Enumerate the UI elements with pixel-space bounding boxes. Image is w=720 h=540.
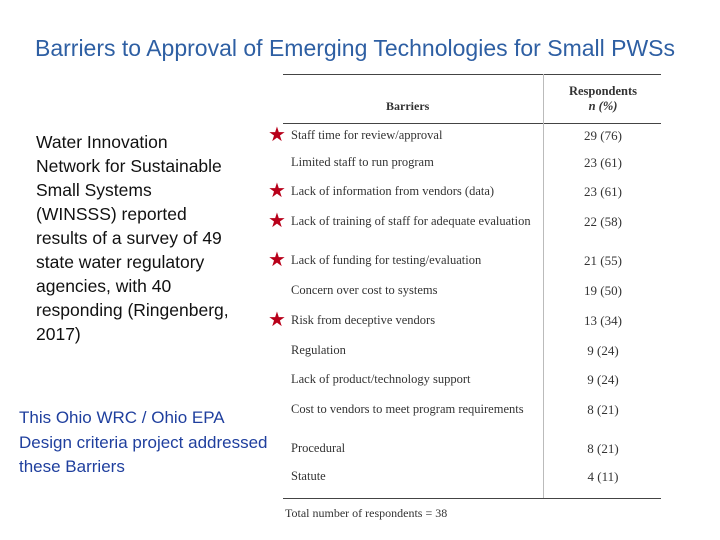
survey-description: Water Innovation Network for Sustainable… xyxy=(36,132,229,344)
table-header-rule xyxy=(283,123,661,124)
barrier-label: Lack of funding for testing/evaluation xyxy=(291,253,482,267)
respondents-value: 22 (58) xyxy=(584,214,622,229)
respondents-value: 13 (34) xyxy=(584,313,622,328)
column-header-respondents-unit: n (%) xyxy=(588,99,618,113)
respondents-value: 8 (21) xyxy=(587,402,619,417)
barrier-label: Cost to vendors to meet program requirem… xyxy=(291,402,524,416)
respondents-value: 23 (61) xyxy=(584,155,622,170)
table-bottom-rule xyxy=(283,498,661,499)
column-header-respondents-label: Respondents xyxy=(568,84,638,98)
star-icon: ★ xyxy=(268,208,286,232)
star-icon: ★ xyxy=(268,178,286,202)
respondents-value: 9 (24) xyxy=(587,343,619,358)
star-icon: ★ xyxy=(268,247,286,271)
star-icon: ★ xyxy=(268,122,286,146)
respondents-value: 19 (50) xyxy=(584,283,622,298)
barrier-label: Lack of information from vendors (data) xyxy=(291,184,495,198)
barrier-label: Statute xyxy=(291,469,326,483)
slide-title: Barriers to Approval of Emerging Technol… xyxy=(35,35,676,61)
project-callout: This Ohio WRC / Ohio EPA Design criteria… xyxy=(19,408,268,476)
barrier-label: Lack of training of staff for adequate e… xyxy=(291,214,531,228)
table-top-rule xyxy=(283,74,661,75)
respondents-value: 29 (76) xyxy=(584,128,622,143)
table-footnote: Total number of respondents = 38 xyxy=(285,506,448,520)
barrier-label: Procedural xyxy=(291,441,346,455)
barrier-label: Limited staff to run program xyxy=(291,155,434,169)
barriers-table: Barriers Respondents n (%) ★ Staff time f… xyxy=(268,74,661,524)
respondents-value: 9 (24) xyxy=(587,372,619,387)
barrier-label: Lack of product/technology support xyxy=(291,372,471,386)
table-column-divider xyxy=(543,74,544,498)
respondents-value: 21 (55) xyxy=(584,253,622,268)
column-header-respondents: Respondents n (%) xyxy=(545,84,661,114)
star-icon: ★ xyxy=(268,307,286,331)
barrier-label: Risk from deceptive vendors xyxy=(291,313,436,327)
barrier-label: Staff time for review/approval xyxy=(291,128,443,142)
barrier-label: Concern over cost to systems xyxy=(291,283,438,297)
respondents-value: 8 (21) xyxy=(587,441,619,456)
barrier-label: Regulation xyxy=(291,343,346,357)
column-header-barriers: Barriers xyxy=(386,99,430,113)
respondents-value: 23 (61) xyxy=(584,184,622,199)
respondents-value: 4 (11) xyxy=(587,469,619,484)
